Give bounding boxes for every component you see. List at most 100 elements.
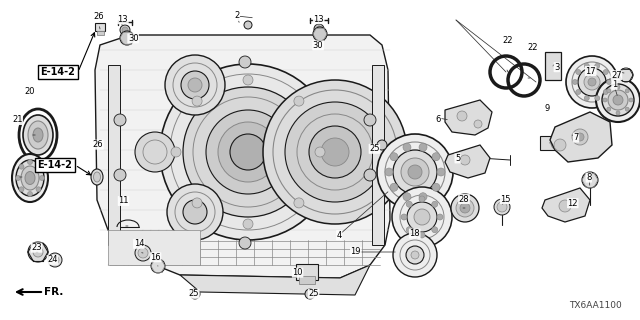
Circle shape <box>401 158 429 186</box>
Circle shape <box>406 201 412 207</box>
Text: 3: 3 <box>554 63 559 72</box>
Circle shape <box>406 246 424 264</box>
Circle shape <box>456 199 474 217</box>
Text: 12: 12 <box>568 199 578 208</box>
Bar <box>372 65 384 245</box>
Circle shape <box>602 84 634 116</box>
Text: 2: 2 <box>234 12 239 20</box>
Circle shape <box>218 122 278 182</box>
Text: E-14-2: E-14-2 <box>38 160 72 170</box>
Circle shape <box>607 107 611 111</box>
Circle shape <box>437 214 443 220</box>
Polygon shape <box>108 230 200 265</box>
Text: 23: 23 <box>31 243 42 252</box>
Ellipse shape <box>12 154 48 202</box>
Circle shape <box>244 21 252 29</box>
Circle shape <box>314 24 324 34</box>
Circle shape <box>183 87 313 217</box>
Ellipse shape <box>93 172 100 182</box>
Circle shape <box>584 63 589 68</box>
Circle shape <box>407 202 437 232</box>
Circle shape <box>625 107 629 111</box>
Circle shape <box>432 153 440 161</box>
Text: 4: 4 <box>337 231 342 240</box>
Circle shape <box>393 150 437 194</box>
Circle shape <box>437 168 445 176</box>
Text: 17: 17 <box>586 67 596 76</box>
Circle shape <box>588 78 596 86</box>
Circle shape <box>603 98 607 102</box>
Circle shape <box>183 200 207 224</box>
Polygon shape <box>542 188 590 222</box>
Circle shape <box>408 165 422 179</box>
Circle shape <box>377 140 387 150</box>
Circle shape <box>316 26 322 32</box>
Circle shape <box>243 75 253 85</box>
Bar <box>540 136 578 150</box>
Circle shape <box>19 164 24 169</box>
Circle shape <box>432 227 438 233</box>
Circle shape <box>135 132 175 172</box>
Text: 6: 6 <box>436 116 441 124</box>
Circle shape <box>28 242 48 262</box>
Polygon shape <box>95 35 390 278</box>
Circle shape <box>403 143 411 151</box>
Circle shape <box>114 169 126 181</box>
Circle shape <box>595 96 600 101</box>
Bar <box>97 31 104 35</box>
Circle shape <box>607 89 611 93</box>
Circle shape <box>171 147 181 157</box>
Circle shape <box>432 201 438 207</box>
Text: 24: 24 <box>47 255 58 264</box>
Text: 28: 28 <box>459 195 469 204</box>
Text: 30: 30 <box>313 41 323 50</box>
Bar <box>545 52 561 80</box>
Circle shape <box>625 89 629 93</box>
Circle shape <box>596 78 640 122</box>
Circle shape <box>364 114 376 126</box>
Circle shape <box>385 168 393 176</box>
Ellipse shape <box>21 166 39 190</box>
Circle shape <box>167 184 223 240</box>
Circle shape <box>554 139 566 151</box>
Text: 25: 25 <box>189 289 199 298</box>
Circle shape <box>566 56 618 108</box>
Circle shape <box>616 85 620 89</box>
Text: 20: 20 <box>25 87 35 96</box>
Circle shape <box>364 169 376 181</box>
Circle shape <box>474 120 482 128</box>
Circle shape <box>604 69 608 75</box>
Bar <box>296 264 318 280</box>
Circle shape <box>607 79 611 84</box>
Circle shape <box>305 289 315 299</box>
Circle shape <box>263 80 407 224</box>
Polygon shape <box>180 265 370 295</box>
Circle shape <box>206 110 290 194</box>
Circle shape <box>576 90 580 94</box>
Circle shape <box>390 153 398 161</box>
Ellipse shape <box>33 128 43 142</box>
Circle shape <box>457 111 467 121</box>
Circle shape <box>36 164 41 169</box>
Text: E-14-2: E-14-2 <box>40 67 76 77</box>
Ellipse shape <box>23 115 53 155</box>
Circle shape <box>604 90 608 94</box>
Circle shape <box>313 27 327 41</box>
Text: 25: 25 <box>369 144 380 153</box>
Circle shape <box>403 193 411 201</box>
Circle shape <box>377 134 453 210</box>
Circle shape <box>559 200 571 212</box>
Circle shape <box>584 96 589 101</box>
Circle shape <box>497 202 507 212</box>
Circle shape <box>165 55 225 115</box>
Circle shape <box>451 194 479 222</box>
Bar <box>108 65 120 245</box>
Circle shape <box>239 237 251 249</box>
Text: 5: 5 <box>455 154 460 163</box>
Circle shape <box>578 68 606 96</box>
Circle shape <box>51 256 59 264</box>
Polygon shape <box>445 145 490 178</box>
Circle shape <box>40 175 45 180</box>
Circle shape <box>285 102 385 202</box>
Circle shape <box>230 134 266 170</box>
